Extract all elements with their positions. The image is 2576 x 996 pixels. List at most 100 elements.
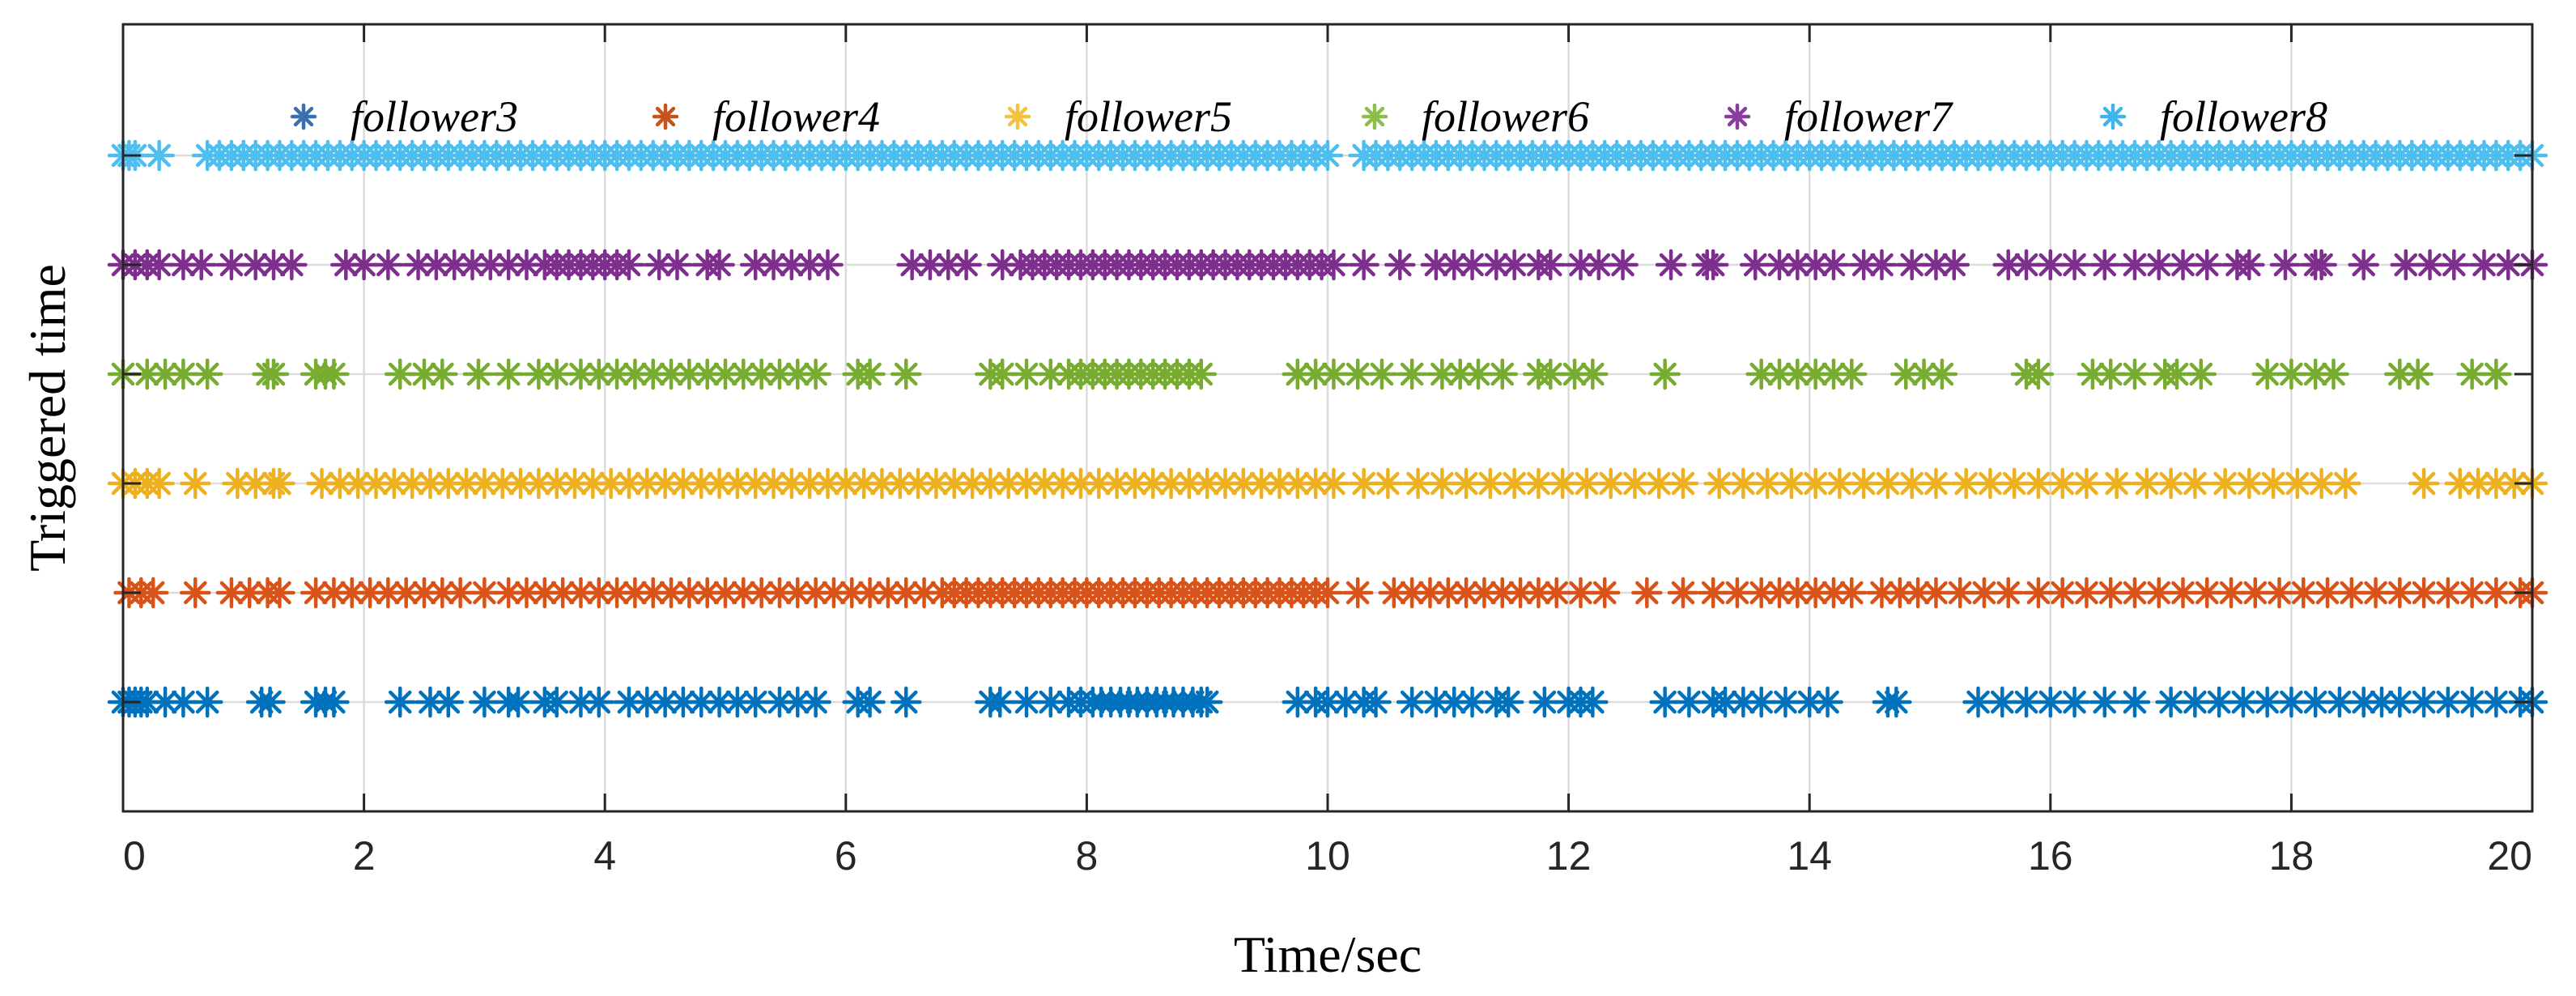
event-point-follower5 (1372, 467, 1404, 500)
event-point-follower6 (1185, 358, 1218, 390)
event-point-follower5 (1847, 467, 1880, 500)
event-point-follower4 (264, 577, 295, 609)
event-point-follower3 (2119, 686, 2151, 718)
event-point-follower3 (704, 686, 735, 718)
event-point-follower7 (1938, 249, 1970, 281)
legend-marker-follower5 (1004, 103, 1031, 130)
event-point-follower3 (613, 686, 645, 718)
x-tick-label: 8 (1075, 833, 1098, 879)
event-point-follower3 (583, 686, 615, 718)
legend-marker-follower6 (1361, 103, 1388, 130)
event-point-follower3 (2456, 686, 2488, 718)
event-point-follower6 (1010, 358, 1043, 390)
x-tick-label: 18 (2269, 833, 2315, 879)
event-point-follower4 (1450, 577, 1482, 609)
event-point-follower4 (1311, 577, 1344, 609)
event-point-follower5 (180, 467, 211, 500)
event-point-follower5 (559, 467, 591, 500)
event-point-follower6 (149, 358, 181, 390)
event-point-follower7 (1655, 249, 1687, 281)
legend-label-follower6: follower6 (1422, 92, 1589, 141)
event-point-follower4 (1992, 577, 2024, 609)
event-point-follower7 (739, 249, 772, 281)
x-tick-label: 6 (835, 833, 857, 879)
event-point-follower5 (1173, 467, 1205, 500)
event-point-follower6 (854, 358, 886, 390)
event-point-follower4 (872, 577, 904, 609)
event-point-follower5 (1402, 467, 1434, 500)
event-point-follower3 (149, 686, 181, 718)
event-point-follower3 (1282, 686, 1314, 718)
event-point-follower6 (2318, 358, 2349, 390)
x-tick-label: 4 (593, 833, 616, 879)
event-point-follower3 (2034, 686, 2067, 718)
event-point-follower6 (800, 358, 831, 390)
legend-label-follower5: follower5 (1065, 92, 1232, 141)
legend-entry-follower6: follower6 (1361, 92, 1589, 141)
event-point-follower4 (2119, 577, 2151, 609)
event-point-follower5 (240, 467, 271, 500)
event-point-follower3 (502, 686, 534, 718)
event-point-follower3 (1577, 686, 1609, 718)
event-point-follower7 (896, 249, 928, 281)
event-point-follower6 (1649, 358, 1681, 390)
event-point-follower5 (1920, 467, 1952, 500)
event-point-follower3 (432, 686, 465, 718)
event-point-follower6 (601, 358, 633, 390)
event-point-follower7 (2269, 249, 2302, 281)
event-point-follower6 (1745, 358, 1777, 390)
event-point-follower4 (180, 577, 211, 609)
event-point-follower3 (2089, 686, 2121, 718)
event-point-follower5 (1872, 467, 1904, 500)
event-point-follower5 (956, 467, 988, 500)
event-point-follower4 (137, 577, 169, 609)
event-point-follower7 (2468, 249, 2500, 281)
event-point-follower6 (427, 358, 458, 390)
event-point-follower5 (2330, 467, 2361, 500)
event-point-follower4 (2094, 577, 2127, 609)
event-point-follower7 (185, 249, 217, 281)
event-point-follower7 (2390, 249, 2422, 281)
event-point-follower7 (1817, 249, 1850, 281)
event-point-follower6 (1836, 358, 1868, 390)
legend-entry-follower5: follower5 (1004, 92, 1232, 141)
event-point-follower5 (2155, 467, 2187, 500)
event-point-follower5 (1010, 467, 1043, 500)
legend-label-follower8: follower8 (2160, 92, 2327, 141)
legend-entry-follower4: follower4 (652, 92, 880, 141)
event-point-follower3 (763, 686, 796, 718)
event-point-follower4 (336, 577, 368, 609)
event-point-follower6 (565, 358, 597, 390)
legend-marker-follower8 (2099, 103, 2127, 130)
event-point-follower7 (1498, 249, 1530, 281)
event-point-follower7 (2306, 249, 2337, 281)
event-point-follower6 (1577, 358, 1609, 390)
event-point-follower5 (1571, 467, 1603, 500)
event-point-follower3 (854, 686, 886, 718)
event-point-follower4 (1341, 577, 1374, 609)
x-tick-label: 0 (123, 833, 146, 879)
event-point-follower5 (1348, 467, 1379, 500)
event-point-follower3 (2276, 686, 2307, 718)
y-axis-label: Triggered time (19, 264, 76, 572)
event-point-follower5 (2480, 467, 2512, 500)
event-point-follower5 (360, 467, 392, 500)
event-point-follower7 (914, 249, 946, 281)
event-point-follower4 (1631, 577, 1663, 609)
event-point-follower5 (2408, 467, 2440, 500)
legend-label-follower3: follower3 (351, 92, 518, 141)
event-point-follower4 (444, 577, 476, 609)
event-point-follower6 (890, 358, 922, 390)
event-point-follower7 (2414, 249, 2446, 281)
event-point-follower5 (143, 467, 175, 500)
event-point-follower7 (776, 249, 808, 281)
event-point-follower3 (1881, 686, 1912, 718)
event-point-follower7 (330, 249, 362, 281)
x-tick-label: 14 (1787, 833, 1832, 879)
legend-entry-follower8: follower8 (2099, 92, 2327, 141)
event-point-follower5 (264, 467, 295, 500)
event-point-follower5 (1667, 467, 1699, 500)
event-point-follower5 (1751, 467, 1783, 500)
event-point-follower5 (1775, 467, 1808, 500)
event-point-follower5 (2071, 467, 2102, 500)
